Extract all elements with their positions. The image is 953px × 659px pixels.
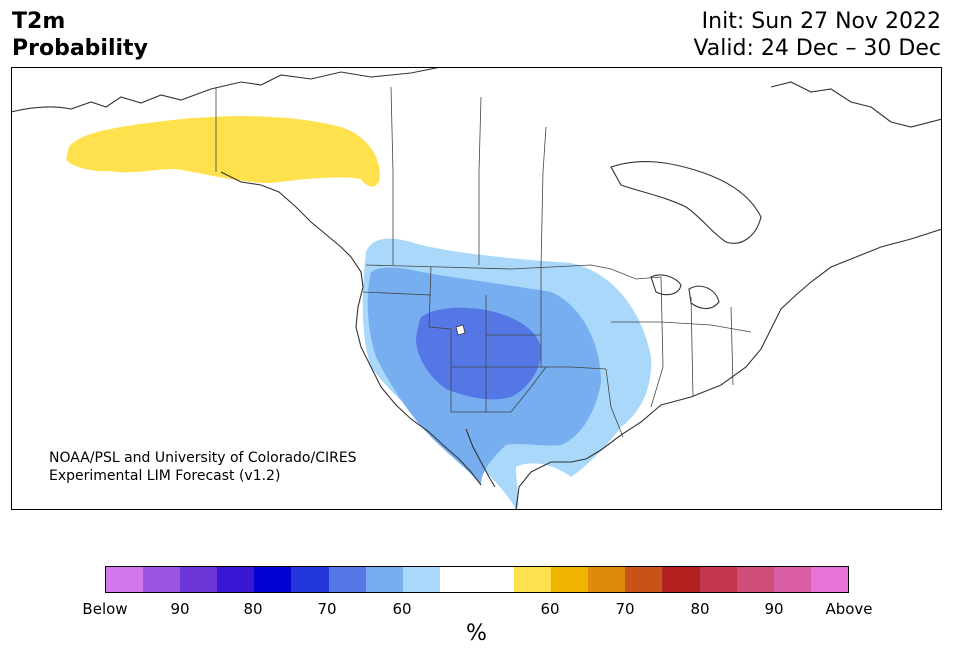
colorbar — [105, 566, 849, 593]
colorbar-segment — [254, 567, 292, 592]
map-title: T2m Probability — [12, 8, 148, 62]
map-frame — [11, 67, 942, 510]
variable-label: T2m — [12, 9, 66, 34]
colorbar-tick-label: 70 — [615, 600, 635, 618]
coastlines-and-borders — [11, 67, 942, 510]
colorbar-segment — [625, 567, 663, 592]
colorbar-tick-label: 90 — [764, 600, 784, 618]
product-label: Probability — [12, 36, 148, 61]
colorbar-tick-label: 80 — [243, 600, 263, 618]
colorbar-unit: % — [466, 621, 487, 646]
forecast-map — [11, 67, 942, 510]
colorbar-segment — [180, 567, 218, 592]
above-60-alaska — [66, 116, 380, 187]
colorbar-segment — [588, 567, 626, 592]
colorbar-segment — [736, 567, 774, 592]
colorbar-segment — [143, 567, 181, 592]
credit-line-2: Experimental LIM Forecast (v1.2) — [49, 468, 281, 484]
colorbar-segment — [773, 567, 811, 592]
colorbar-segment — [810, 567, 848, 592]
lakes — [455, 324, 466, 336]
colorbar-tick-label: 60 — [392, 600, 412, 618]
forecast-shading — [66, 116, 652, 510]
colorbar-tick-label: 90 — [170, 600, 190, 618]
colorbar-tick-label: Below — [82, 600, 128, 618]
colorbar-ticks: Below 90 80 70 60 60 70 80 90 Above — [0, 600, 953, 620]
colorbar-segment — [699, 567, 737, 592]
colorbar-segment — [402, 567, 440, 592]
colorbar-segment — [291, 567, 329, 592]
colorbar-segment — [106, 567, 144, 592]
credit-text: NOAA/PSL and University of Colorado/CIRE… — [49, 449, 357, 485]
colorbar-tick-label: 70 — [317, 600, 337, 618]
init-date: Init: Sun 27 Nov 2022 — [701, 9, 941, 34]
colorbar-tick-label: 80 — [690, 600, 710, 618]
colorbar-segment — [439, 567, 515, 592]
colorbar-tick-label: Above — [825, 600, 873, 618]
political-boundaries — [215, 86, 752, 438]
forecast-dates: Init: Sun 27 Nov 2022 Valid: 24 Dec – 30… — [693, 8, 941, 62]
valid-range: Valid: 24 Dec – 30 Dec — [693, 36, 941, 61]
credit-line-1: NOAA/PSL and University of Colorado/CIRE… — [49, 450, 357, 466]
colorbar-segment — [217, 567, 255, 592]
colorbar-segment — [551, 567, 589, 592]
below-80-four-corners — [416, 307, 542, 400]
colorbar-tick-label: 60 — [540, 600, 560, 618]
colorbar-segment — [328, 567, 366, 592]
colorbar-segment — [365, 567, 403, 592]
colorbar-segment — [514, 567, 552, 592]
colorbar-segment — [662, 567, 700, 592]
